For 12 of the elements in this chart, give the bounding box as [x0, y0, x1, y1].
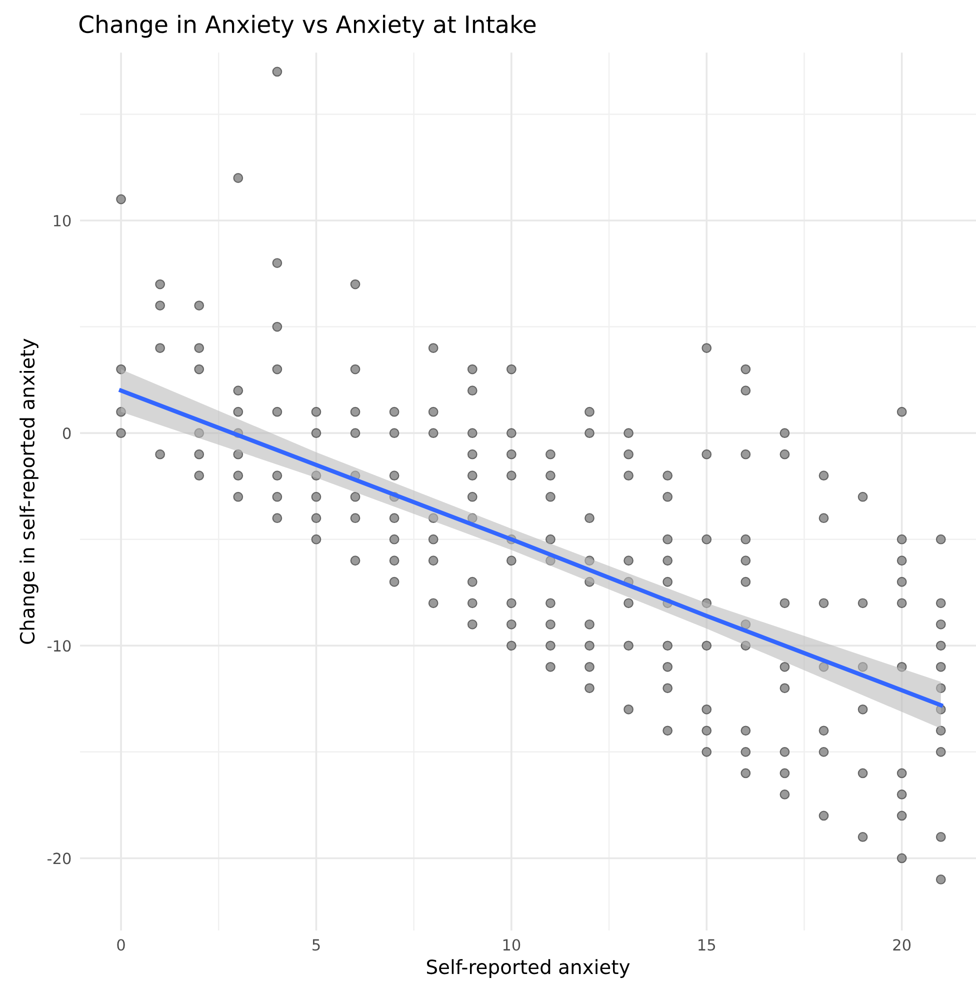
y-tick-label: -10: [47, 640, 71, 652]
y-tick-label: -20: [47, 852, 71, 864]
x-tick-label: 20: [893, 939, 911, 951]
y-tick-label: 10: [54, 214, 71, 227]
x-tick-label: 5: [312, 939, 320, 951]
x-tick-label: 10: [503, 939, 520, 951]
chart-title: Change in Anxiety vs Anxiety at Intake: [79, 14, 536, 38]
x-tick-label: 0: [117, 939, 125, 951]
y-axis-title: Change in self-reported anxiety: [20, 338, 38, 644]
x-tick-label: 15: [698, 939, 716, 951]
y-tick-label: 0: [62, 428, 71, 440]
x-axis-title: Self-reported anxiety: [426, 959, 630, 978]
